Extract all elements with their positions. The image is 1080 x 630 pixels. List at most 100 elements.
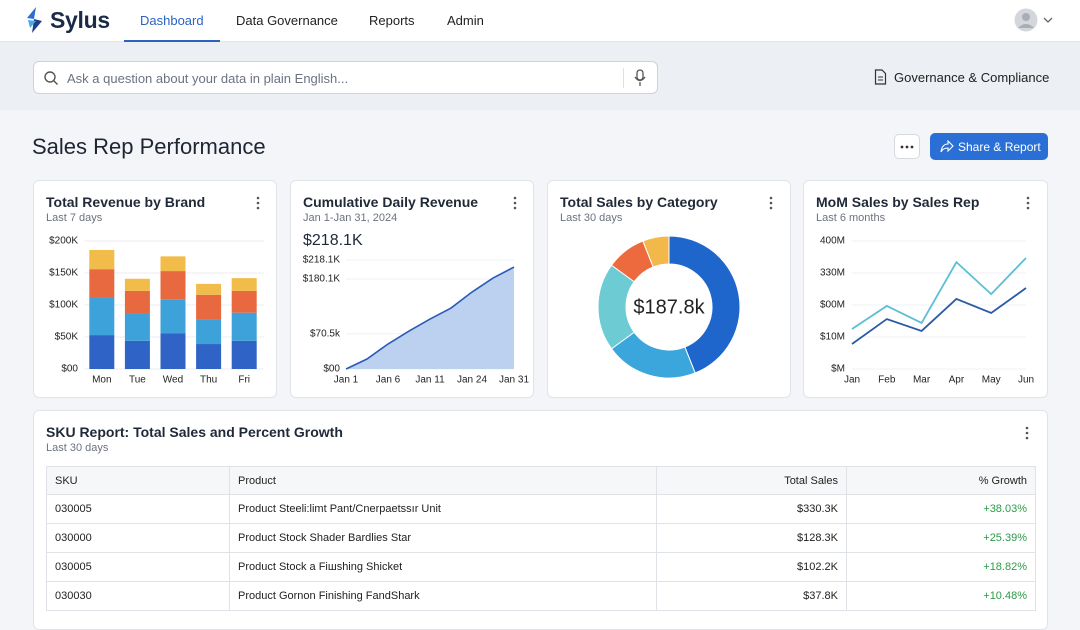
y-tick-label: $150K [49, 268, 78, 279]
table-card: SKU Report: Total Sales and Percent Grow… [33, 410, 1048, 630]
governance-link[interactable]: Governance & Compliance [894, 70, 1050, 85]
table-cell: +18.82% [846, 552, 1036, 582]
table-cell: 030030 [46, 581, 230, 611]
y-tick-label: 400M [820, 236, 845, 247]
active-tab-indicator [124, 40, 220, 42]
y-tick-label: $100K [49, 300, 78, 311]
bar-segment [231, 340, 257, 369]
column-header: % Growth [846, 466, 1036, 495]
table-cell: $128.3K [656, 523, 847, 553]
kebab-menu[interactable] [1025, 195, 1031, 211]
x-tick-label: Jan 6 [376, 375, 401, 386]
bar-segment [89, 269, 115, 298]
bar-segment [124, 313, 150, 341]
chart-card: $00 $70.5k $180.1K $218.1K Jan 1 Jan 6 Jan 11 J… [290, 180, 534, 398]
more-icon [900, 145, 914, 149]
line [851, 287, 1027, 345]
x-tick-label: Jan [844, 375, 860, 386]
column-header: SKU [46, 466, 230, 495]
table-cell: +25.39% [846, 523, 1036, 553]
kebab-menu[interactable] [768, 195, 774, 211]
search-icon [44, 71, 58, 85]
mic-icon[interactable] [633, 69, 647, 87]
chart: $M $10M $00M 330M 400M Jan Feb Mar Apr May Jun [820, 236, 1034, 386]
table-cell: +10.48% [846, 581, 1036, 611]
kebab-menu[interactable] [512, 195, 518, 211]
card-title: Total Revenue by Brand [46, 194, 206, 210]
bar-segment [89, 297, 115, 336]
bar-segment [231, 278, 257, 291]
header-row: SKU Product Total Sales% Growth [46, 466, 1036, 495]
card-title: MoM Sales by Sales Rep [816, 194, 980, 210]
table-cell: +38.03% [846, 494, 1036, 524]
table-row: 030005 Product Stock a Fiшshing Shicket $1… [46, 552, 1036, 582]
bar-segment [160, 271, 186, 300]
table-row: 030000 Product Stock Shader Bardlies Star… [46, 523, 1036, 553]
divider [623, 68, 624, 88]
x-tick-label: Mar [913, 375, 931, 386]
nav-tab[interactable]: Dashboard [140, 13, 204, 28]
user-menu[interactable] [1013, 8, 1057, 34]
bar-segment [196, 294, 222, 320]
bar-segment [89, 249, 115, 270]
more-button[interactable] [894, 134, 920, 159]
kebab-menu[interactable] [255, 195, 261, 211]
bar-segment [160, 299, 186, 334]
x-tick-label: Jun [1018, 375, 1034, 386]
y-tick-label: $218.1K [303, 255, 341, 266]
bar-segment [124, 278, 150, 291]
page-title: Sales Rep Performance [32, 134, 266, 159]
nav-tab[interactable]: Admin [447, 13, 484, 28]
headline-value: $218.1K [303, 232, 363, 249]
nav-tab[interactable]: Data Governance [236, 13, 338, 28]
search-box[interactable]: Ask a question about your data in plain … [33, 61, 658, 94]
bar-segment [231, 312, 257, 341]
x-tick-label: Jan 31 [499, 375, 529, 386]
table-row: 030005 Product Steeli:limt Pant/Cnerpaets… [46, 494, 1036, 524]
card-subtitle: Last 6 months [816, 212, 886, 224]
bar-segment [196, 283, 222, 295]
table-cell: 030005 [46, 552, 230, 582]
table-head: SKU Product Total Sales% Growth [46, 466, 1036, 495]
bar-segment [89, 335, 115, 369]
table-cell: $330.3K [656, 494, 847, 524]
y-tick-label: $00M [820, 300, 845, 311]
card-subtitle: Last 30 days [560, 212, 623, 224]
line [345, 266, 515, 370]
chart-card: $00 $50K $100K $150K $200K Mon Tue Wed Thu Fri To… [33, 180, 277, 398]
y-tick-label: $00 [323, 364, 340, 375]
logo-text[interactable]: Sylus [50, 7, 110, 33]
bar-segment [196, 344, 222, 369]
bar-segment [160, 333, 186, 369]
x-tick-label: Apr [949, 375, 965, 386]
table-cell: 030000 [46, 523, 230, 553]
chart-card: $187.8k Total Sales by Category Last 30 … [547, 180, 791, 398]
y-tick-label: $70.5k [310, 328, 341, 339]
bar-segment [196, 319, 222, 345]
x-tick-label: Feb [878, 375, 896, 386]
bar-segment [160, 256, 186, 272]
area-fill [346, 267, 514, 369]
pie-slice [642, 235, 670, 268]
y-tick-label: $10M [820, 332, 845, 343]
table-cell: $37.8K [656, 581, 847, 611]
chart-card: $M $10M $00M 330M 400M Jan Feb Mar Apr May Jun MoM… [803, 180, 1048, 398]
x-tick-label: Jan 1 [334, 375, 359, 386]
x-tick-label: Thu [200, 375, 217, 386]
kebab-menu[interactable] [1024, 425, 1030, 441]
share-button[interactable]: Share & Report [930, 133, 1048, 160]
y-tick-label: $M [831, 364, 845, 375]
column-header: Product [229, 466, 657, 495]
y-tick-label: $200K [49, 236, 78, 247]
y-tick-label: $50K [55, 332, 79, 343]
column-header: Total Sales [656, 466, 847, 495]
nav-tab[interactable]: Reports [369, 13, 415, 28]
x-tick-label: Wed [163, 375, 183, 386]
table-body: 030005 Product Steeli:limt Pant/Cnerpaets… [46, 494, 1036, 611]
card-title: Total Sales by Category [560, 194, 718, 210]
bar-segment [124, 290, 150, 314]
y-tick-label: $180.1K [303, 274, 341, 285]
chart: $187.8k [597, 235, 741, 379]
x-tick-label: Mon [92, 375, 111, 386]
table-row: 030030 Product Gornon Finishing FandShark… [46, 581, 1036, 611]
